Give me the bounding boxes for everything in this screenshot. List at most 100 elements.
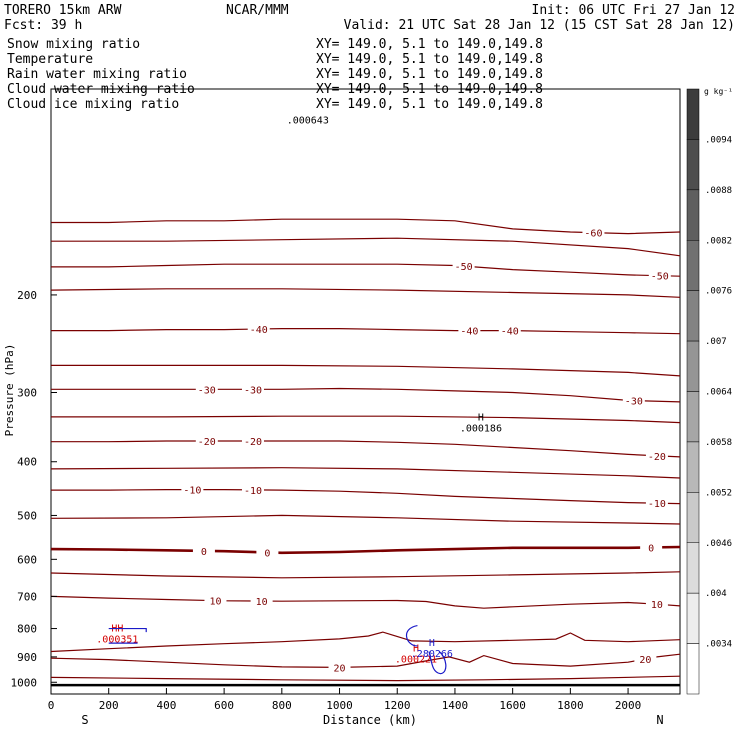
- north-end-label: N: [656, 713, 663, 727]
- contour-label-bg: [622, 394, 645, 407]
- field-name: Rain water mixing ratio: [7, 67, 187, 82]
- maximum-value: .280266: [411, 649, 453, 660]
- y-tick-label: 700: [17, 590, 37, 603]
- organization-label: NCAR/MMM: [226, 3, 289, 18]
- x-axis-title: Distance (km): [323, 713, 417, 727]
- cloud-water-contour: [108, 627, 147, 644]
- contour-label-bg: [181, 483, 204, 496]
- temperature-contour: [50, 595, 681, 609]
- contour-label-bg: [458, 324, 481, 337]
- x-tick-label: 2000: [615, 699, 642, 712]
- field-section: XY= 149.0, 5.1 to 149.0,149.8: [316, 67, 543, 82]
- colorbar-segment: [686, 290, 700, 342]
- colorbar-tick-label: .004: [705, 589, 727, 599]
- y-tick-label: 200: [17, 289, 37, 302]
- temperature-contour: [50, 571, 681, 579]
- plot-frame: [50, 88, 681, 695]
- contour-label: -30: [625, 397, 643, 408]
- temperature-contour: [50, 467, 681, 479]
- contour-label: 20: [334, 663, 346, 674]
- contour-label: -50: [455, 262, 473, 273]
- field-name: Snow mixing ratio: [7, 37, 140, 52]
- temperature-contour: [51, 237, 681, 257]
- field-section: XY= 149.0, 5.1 to 149.0,149.8: [316, 52, 543, 67]
- field-name: Temperature: [7, 52, 93, 67]
- init-time: Init: 06 UTC Fri 27 Jan 12: [532, 3, 736, 18]
- field-legend: Snow mixing ratio XY= 149.0, 5.1 to 149.…: [7, 37, 543, 112]
- temperature-contour: [51, 328, 681, 335]
- contour-label-bg: [645, 497, 668, 510]
- temperature-contour: [51, 364, 681, 377]
- colorbar-segment: [686, 139, 700, 191]
- contour-label: 20: [639, 655, 651, 666]
- contour-label-bg: [498, 324, 521, 337]
- temperature-contour: [50, 653, 681, 669]
- contour-label: -10: [183, 486, 201, 497]
- colorbar-tick-label: .0058: [705, 438, 732, 448]
- contour-label: 0: [648, 543, 654, 554]
- x-tick-label: 1600: [499, 699, 526, 712]
- contour-label: -20: [244, 437, 262, 448]
- contour-label-bg: [645, 598, 668, 611]
- colorbar-segment: [686, 542, 700, 594]
- contour-label-bg: [645, 449, 668, 462]
- colorbar: .0094 .0088 .0082 .0076 .007 .0064 .0058 .0052.…: [686, 88, 732, 695]
- forecast-hour: Fcst: 39 h: [4, 18, 82, 33]
- y-tick-label: 500: [17, 509, 37, 522]
- maximum-marker: H: [413, 643, 419, 654]
- temperature-contour: [51, 415, 681, 424]
- contour-label-bg: [241, 483, 264, 496]
- colorbar-segment: [686, 592, 700, 644]
- y-tick-label: 1000: [11, 676, 38, 689]
- colorbar-segment: [686, 240, 700, 291]
- temperature-contour: [51, 489, 681, 505]
- x-tick-label: 400: [156, 699, 176, 712]
- contour-label-bg: [634, 653, 657, 666]
- model-title: TORERO 15km ARW: [4, 3, 122, 18]
- maximum-value: .000221: [395, 654, 437, 665]
- maximum-marker: H: [429, 638, 435, 649]
- temperature-contour: [50, 675, 681, 682]
- contour-label-bg: [195, 383, 218, 396]
- contour-label-bg: [247, 322, 270, 335]
- contour-label: 10: [651, 600, 663, 611]
- colorbar-segment: [686, 189, 700, 241]
- temperature-contour: [50, 545, 681, 555]
- colorbar-segment: [686, 340, 700, 392]
- cloud-water-contour: [406, 624, 447, 675]
- temperature-contour: [51, 440, 681, 458]
- contour-label: -40: [501, 327, 519, 338]
- x-tick-label: 1200: [384, 699, 411, 712]
- x-tick-label: 600: [214, 699, 234, 712]
- colorbar-tick-label: .0076: [705, 287, 732, 297]
- contour-label-bg: [250, 595, 273, 608]
- south-end-label: S: [81, 713, 88, 727]
- field-section: XY= 149.0, 5.1 to 149.0,149.8: [316, 37, 543, 52]
- x-tick-label: 800: [272, 699, 292, 712]
- x-tick-label: 1000: [326, 699, 353, 712]
- colorbar-segment: [686, 441, 700, 493]
- contour-label-bg: [195, 435, 218, 448]
- maximum-value: .000186: [460, 423, 502, 434]
- y-tick-label: 300: [17, 387, 37, 400]
- colorbar-tick-label: .007: [705, 337, 727, 347]
- colorbar-segment: [686, 88, 700, 140]
- maximum-value: .000351: [96, 635, 138, 646]
- field-name: Cloud ice mixing ratio: [7, 97, 179, 112]
- colorbar-tick-label: .0046: [705, 539, 732, 549]
- temperature-contour: [50, 631, 681, 653]
- temperature-contour: [51, 218, 681, 235]
- x-tick-label: 1400: [442, 699, 469, 712]
- contour-label-bg: [648, 269, 671, 282]
- x-tick-label: 200: [99, 699, 119, 712]
- x-tick-label: 1800: [557, 699, 584, 712]
- maximum-marker: H: [478, 412, 484, 423]
- temperature-contour: [50, 288, 681, 298]
- contour-label-bg: [328, 661, 351, 674]
- contour-label-bg: [640, 541, 663, 554]
- y-tick-label: 400: [17, 456, 37, 469]
- contour-label: -50: [651, 272, 669, 283]
- contour-label: 0: [264, 548, 270, 559]
- contour-label-bg: [241, 383, 264, 396]
- contour-label-bg: [241, 435, 264, 448]
